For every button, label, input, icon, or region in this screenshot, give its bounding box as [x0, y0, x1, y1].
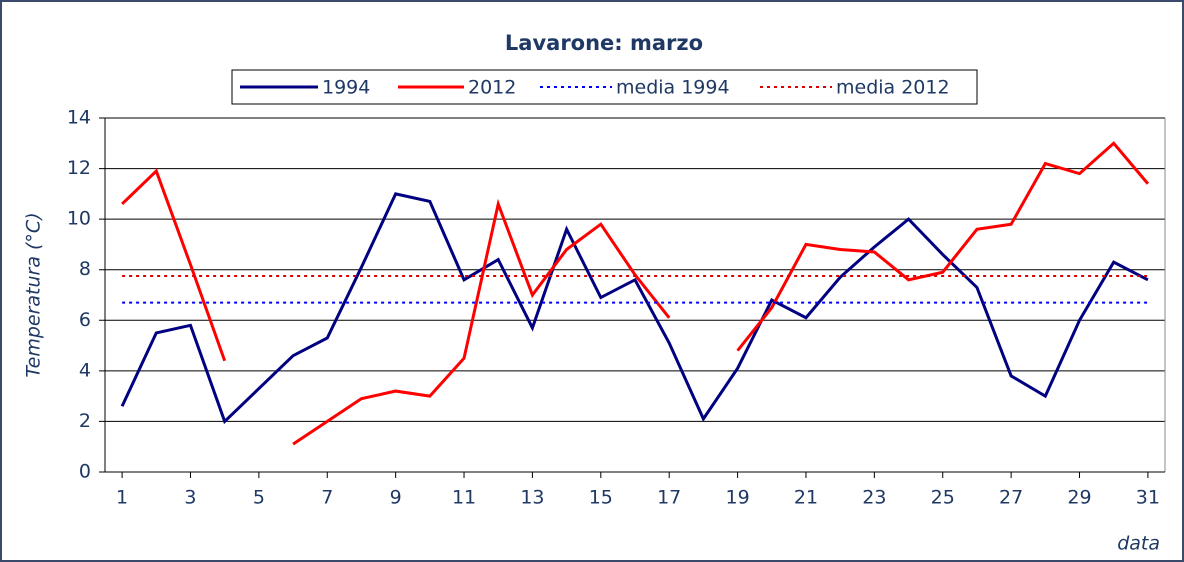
x-tick-label: 1 [116, 487, 128, 509]
x-tick-label: 31 [1136, 487, 1160, 509]
x-tick-label: 25 [931, 487, 955, 509]
legend-label: media 1994 [616, 77, 730, 99]
chart-title: Lavarone: marzo [505, 31, 703, 55]
x-tick-label: 17 [657, 487, 681, 509]
y-axis-label: Temperatura (°C) [23, 212, 45, 377]
legend-label: 1994 [322, 77, 370, 99]
y-tick-label: 12 [67, 157, 91, 179]
x-axis-label: data [1117, 533, 1160, 555]
y-tick-label: 8 [79, 258, 91, 280]
x-tick-label: 19 [725, 487, 749, 509]
y-tick-label: 0 [79, 461, 91, 483]
x-tick-label: 9 [390, 487, 402, 509]
x-tick-label: 29 [1067, 487, 1091, 509]
x-tick-label: 11 [452, 487, 476, 509]
x-tick-label: 7 [321, 487, 333, 509]
y-tick-label: 2 [79, 410, 91, 432]
x-tick-label: 21 [794, 487, 818, 509]
y-tick-label: 4 [79, 359, 91, 381]
x-tick-label: 27 [999, 487, 1023, 509]
y-tick-label: 10 [67, 208, 91, 230]
x-tick-label: 23 [862, 487, 886, 509]
y-tick-label: 6 [79, 309, 91, 331]
x-tick-label: 15 [589, 487, 613, 509]
x-tick-label: 5 [253, 487, 265, 509]
y-tick-label: 14 [67, 107, 91, 129]
legend-label: 2012 [468, 77, 516, 99]
x-tick-label: 13 [520, 487, 544, 509]
series-line [121, 141, 1150, 446]
x-tick-label: 3 [184, 487, 196, 509]
series-line [120, 192, 1149, 425]
legend-label: media 2012 [836, 77, 950, 99]
